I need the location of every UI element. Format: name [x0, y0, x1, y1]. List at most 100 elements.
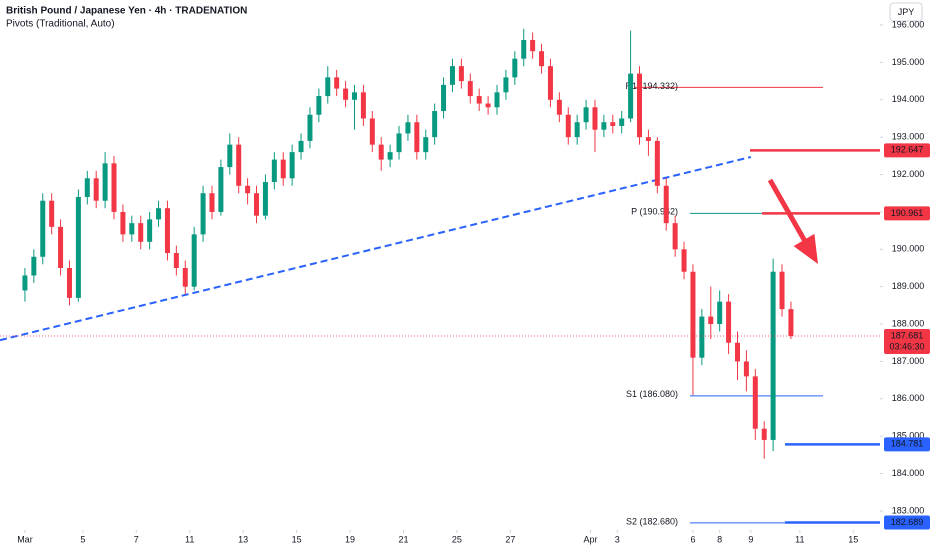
candle-body [494, 92, 500, 108]
candle-body [512, 58, 518, 78]
candle-body [334, 77, 340, 89]
level-badge [884, 143, 930, 158]
level-badge [884, 206, 930, 221]
pivot-label: S2 (182.680) [626, 516, 678, 526]
candle-body [396, 133, 402, 153]
x-tick-label: 3 [615, 534, 620, 544]
candle-body [761, 428, 767, 440]
currency-button[interactable] [889, 2, 923, 22]
candle-body [343, 88, 349, 100]
candle-body [369, 118, 375, 145]
candle-body [779, 271, 785, 310]
candle-body [672, 223, 678, 250]
candle-body [173, 253, 179, 268]
candle-body [31, 256, 37, 276]
candle-body [262, 182, 268, 216]
candle-body [102, 163, 108, 201]
candle-body [200, 193, 206, 235]
y-tick-label: 188.000 [892, 318, 925, 328]
candle-body [156, 208, 162, 220]
candle-body [770, 271, 776, 440]
candle-body [66, 267, 72, 298]
y-tick-label: 192.000 [892, 169, 925, 179]
candle-body [307, 114, 313, 141]
pivot-label: R1 (194.332) [625, 81, 678, 91]
arrow-annotation [767, 178, 818, 264]
candle-body [245, 185, 251, 194]
level-badge [884, 515, 930, 530]
x-tick-label: 6 [690, 534, 695, 544]
pivot-label: S1 (186.080) [626, 389, 678, 399]
candle-body [530, 39, 536, 52]
candle-body [271, 159, 277, 183]
y-tick-label: 183.000 [892, 505, 925, 515]
candle-body [539, 51, 545, 67]
candle-body [387, 152, 393, 160]
arrow-shaft [767, 178, 809, 245]
candle-body [663, 185, 669, 224]
candle-body [592, 107, 598, 130]
candle-body [182, 267, 188, 287]
candle-body [467, 81, 473, 97]
level-badge-label: 182.689 [891, 517, 924, 527]
candle-body [432, 111, 438, 138]
level-badge [884, 437, 930, 452]
candle-body [476, 96, 482, 104]
x-tick-label: 15 [292, 534, 302, 544]
candle-body [699, 316, 705, 358]
level-badge-label: 184.781 [891, 439, 924, 449]
candle-body [734, 342, 740, 362]
x-tick-label: 5 [80, 534, 85, 544]
candle-body [752, 376, 758, 429]
candle-body [610, 122, 616, 126]
candle-body [726, 301, 732, 343]
level-badge-label: 192.647 [891, 145, 924, 155]
indicator-label: Pivots (Traditional, Auto) [6, 19, 115, 30]
currency-label[interactable]: JPY [898, 7, 915, 17]
candle-body [601, 122, 607, 130]
candle-body [360, 92, 366, 119]
candle-body [405, 122, 411, 134]
candle-body [351, 92, 357, 100]
y-tick-label: 186.000 [892, 393, 925, 403]
x-tick-label: 21 [398, 534, 408, 544]
candle-body [40, 200, 46, 257]
candle-body [378, 144, 384, 160]
candle-body [654, 140, 660, 186]
candle-body [147, 219, 153, 242]
candle-body [441, 84, 447, 112]
y-tick-label: 189.000 [892, 281, 925, 291]
x-tick-label: Mar [17, 534, 33, 544]
y-tick-label: 184.000 [892, 468, 925, 478]
x-tick-label: 11 [795, 534, 804, 544]
candle-body [485, 103, 491, 108]
candle-body [521, 39, 527, 59]
candle-body [138, 223, 144, 242]
y-tick-label: 194.000 [892, 94, 925, 104]
candle-body [227, 144, 233, 168]
x-tick-label: 15 [848, 534, 858, 544]
candle-body [218, 167, 224, 212]
candle-body [75, 196, 81, 298]
candle-body [637, 73, 643, 138]
candle-body [583, 107, 589, 123]
level-badge-label: 190.961 [891, 208, 924, 218]
x-tick-label: Apr [584, 534, 598, 544]
x-tick-label: 11 [185, 534, 194, 544]
candle-body [788, 309, 794, 336]
candle-body [289, 152, 295, 179]
candle-body [129, 223, 135, 235]
current-price-badge [884, 328, 930, 354]
x-tick-label: 19 [345, 534, 355, 544]
candle-body [58, 226, 64, 268]
candle-body [191, 234, 197, 287]
y-tick-label: 187.000 [892, 356, 925, 366]
y-tick-label: 196.000 [892, 19, 925, 29]
candle-body [236, 144, 242, 186]
x-tick-label: 13 [238, 534, 248, 544]
candle-body [645, 137, 651, 141]
y-tick-label: 190.000 [892, 244, 925, 254]
candle-body [316, 96, 322, 115]
y-tick-label: 193.000 [892, 132, 925, 142]
chart-title: British Pound / Japanese Yen · 4h · TRAD… [6, 6, 247, 17]
